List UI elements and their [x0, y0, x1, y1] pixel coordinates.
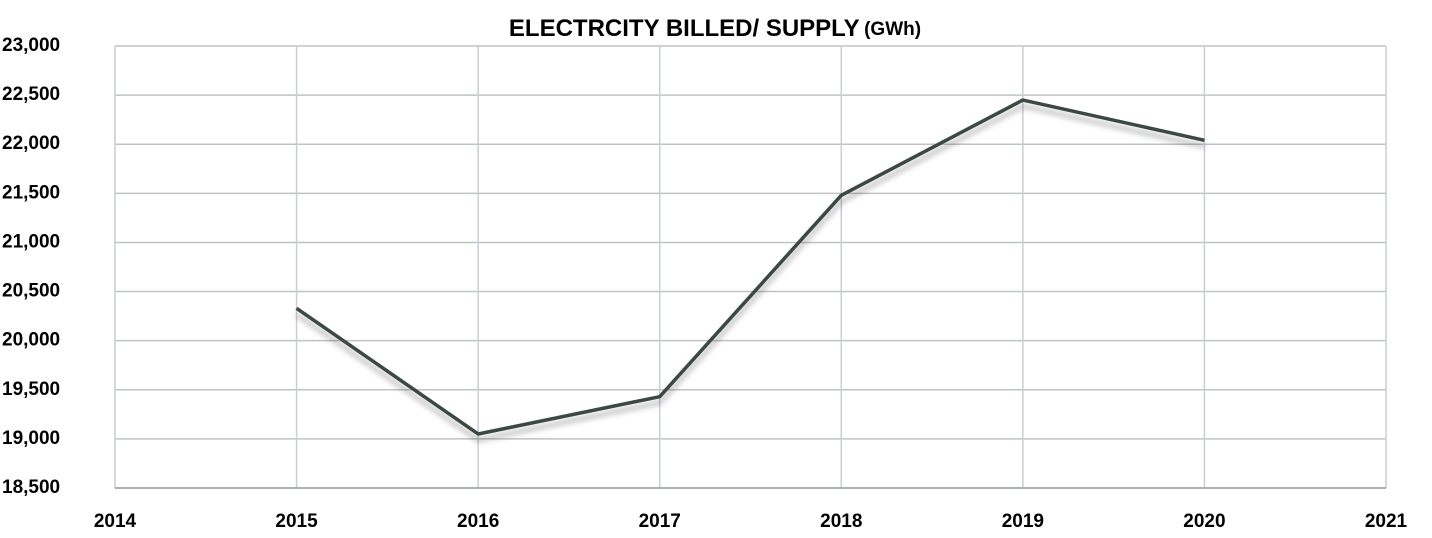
y-tick-label: 21,000 — [2, 231, 60, 252]
x-tick-label: 2014 — [94, 511, 137, 532]
x-tick-label: 2020 — [1183, 511, 1225, 532]
y-tick-label: 22,000 — [2, 133, 60, 154]
y-tick-label: 20,000 — [2, 330, 60, 351]
title-unit: (GWh) — [864, 19, 921, 40]
chart-title: ELECTRCITY BILLED/ SUPPLY (GWh) — [509, 15, 921, 42]
y-tick-label: 19,000 — [2, 428, 60, 449]
x-tick-label: 2018 — [820, 511, 862, 532]
y-tick-label: 21,500 — [2, 182, 60, 203]
x-tick-label: 2017 — [639, 511, 681, 532]
x-tick-label: 2015 — [275, 511, 318, 532]
x-tick-label: 2019 — [1002, 511, 1044, 532]
y-tick-label: 22,500 — [2, 84, 60, 105]
y-tick-label: 18,500 — [2, 477, 60, 498]
line-series — [295, 98, 1205, 436]
title-main: ELECTRCITY BILLED/ SUPPLY — [509, 15, 860, 42]
y-tick-label: 23,000 — [2, 35, 60, 56]
y-tick-label: 19,500 — [2, 379, 60, 400]
y-tick-label: 20,500 — [2, 281, 60, 302]
x-tick-label: 2021 — [1365, 511, 1408, 532]
x-tick-label: 2016 — [457, 511, 499, 532]
